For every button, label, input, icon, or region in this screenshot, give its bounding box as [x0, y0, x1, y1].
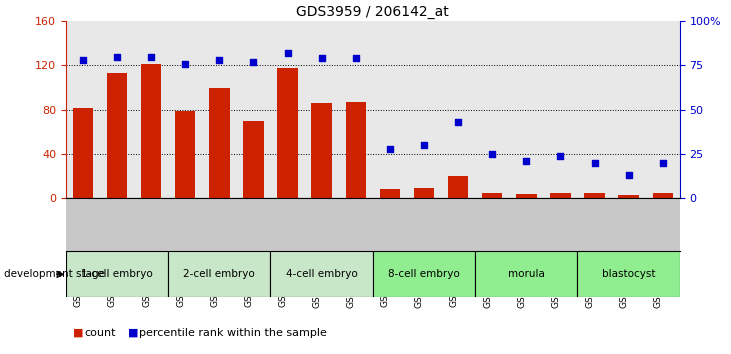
Point — [179, 61, 191, 67]
Bar — [346, 102, 366, 198]
Bar — [653, 193, 673, 198]
Bar — [516, 194, 537, 198]
Text: 4-cell embryo: 4-cell embryo — [286, 269, 357, 279]
Text: count: count — [84, 328, 115, 338]
Text: 2-cell embryo: 2-cell embryo — [183, 269, 255, 279]
Point — [452, 119, 464, 125]
Bar — [141, 64, 162, 198]
Bar — [618, 195, 639, 198]
Point — [657, 160, 669, 166]
Point — [281, 50, 293, 56]
Bar — [243, 121, 264, 198]
Point — [316, 56, 327, 61]
Bar — [584, 193, 605, 198]
Text: morula: morula — [508, 269, 545, 279]
Text: blastocyst: blastocyst — [602, 269, 656, 279]
Point — [77, 57, 88, 63]
Bar — [379, 189, 400, 198]
Bar — [448, 176, 469, 198]
Point — [248, 59, 260, 65]
Bar — [311, 103, 332, 198]
Bar — [550, 193, 571, 198]
Bar — [209, 88, 230, 198]
Bar — [577, 251, 680, 297]
Bar — [72, 108, 93, 198]
Point — [486, 151, 498, 157]
Point — [588, 160, 600, 166]
Point — [623, 172, 635, 178]
Bar — [270, 251, 373, 297]
Text: ■: ■ — [73, 328, 83, 338]
Point — [213, 57, 225, 63]
Text: 1-cell embryo: 1-cell embryo — [81, 269, 153, 279]
Bar — [66, 251, 168, 297]
Text: development stage: development stage — [4, 269, 105, 279]
Bar — [373, 251, 475, 297]
Title: GDS3959 / 206142_at: GDS3959 / 206142_at — [297, 5, 449, 19]
Point — [350, 56, 362, 61]
Point — [555, 153, 567, 159]
Bar — [277, 68, 298, 198]
Bar — [175, 111, 195, 198]
Bar — [414, 188, 434, 198]
Point — [418, 142, 430, 148]
Bar — [475, 251, 577, 297]
Point — [520, 158, 532, 164]
Text: 8-cell embryo: 8-cell embryo — [388, 269, 460, 279]
Text: ■: ■ — [128, 328, 138, 338]
Point — [384, 146, 395, 152]
Point — [111, 54, 123, 59]
Point — [145, 54, 157, 59]
Text: percentile rank within the sample: percentile rank within the sample — [139, 328, 327, 338]
Bar — [168, 251, 270, 297]
Bar — [107, 73, 127, 198]
Bar — [482, 193, 502, 198]
